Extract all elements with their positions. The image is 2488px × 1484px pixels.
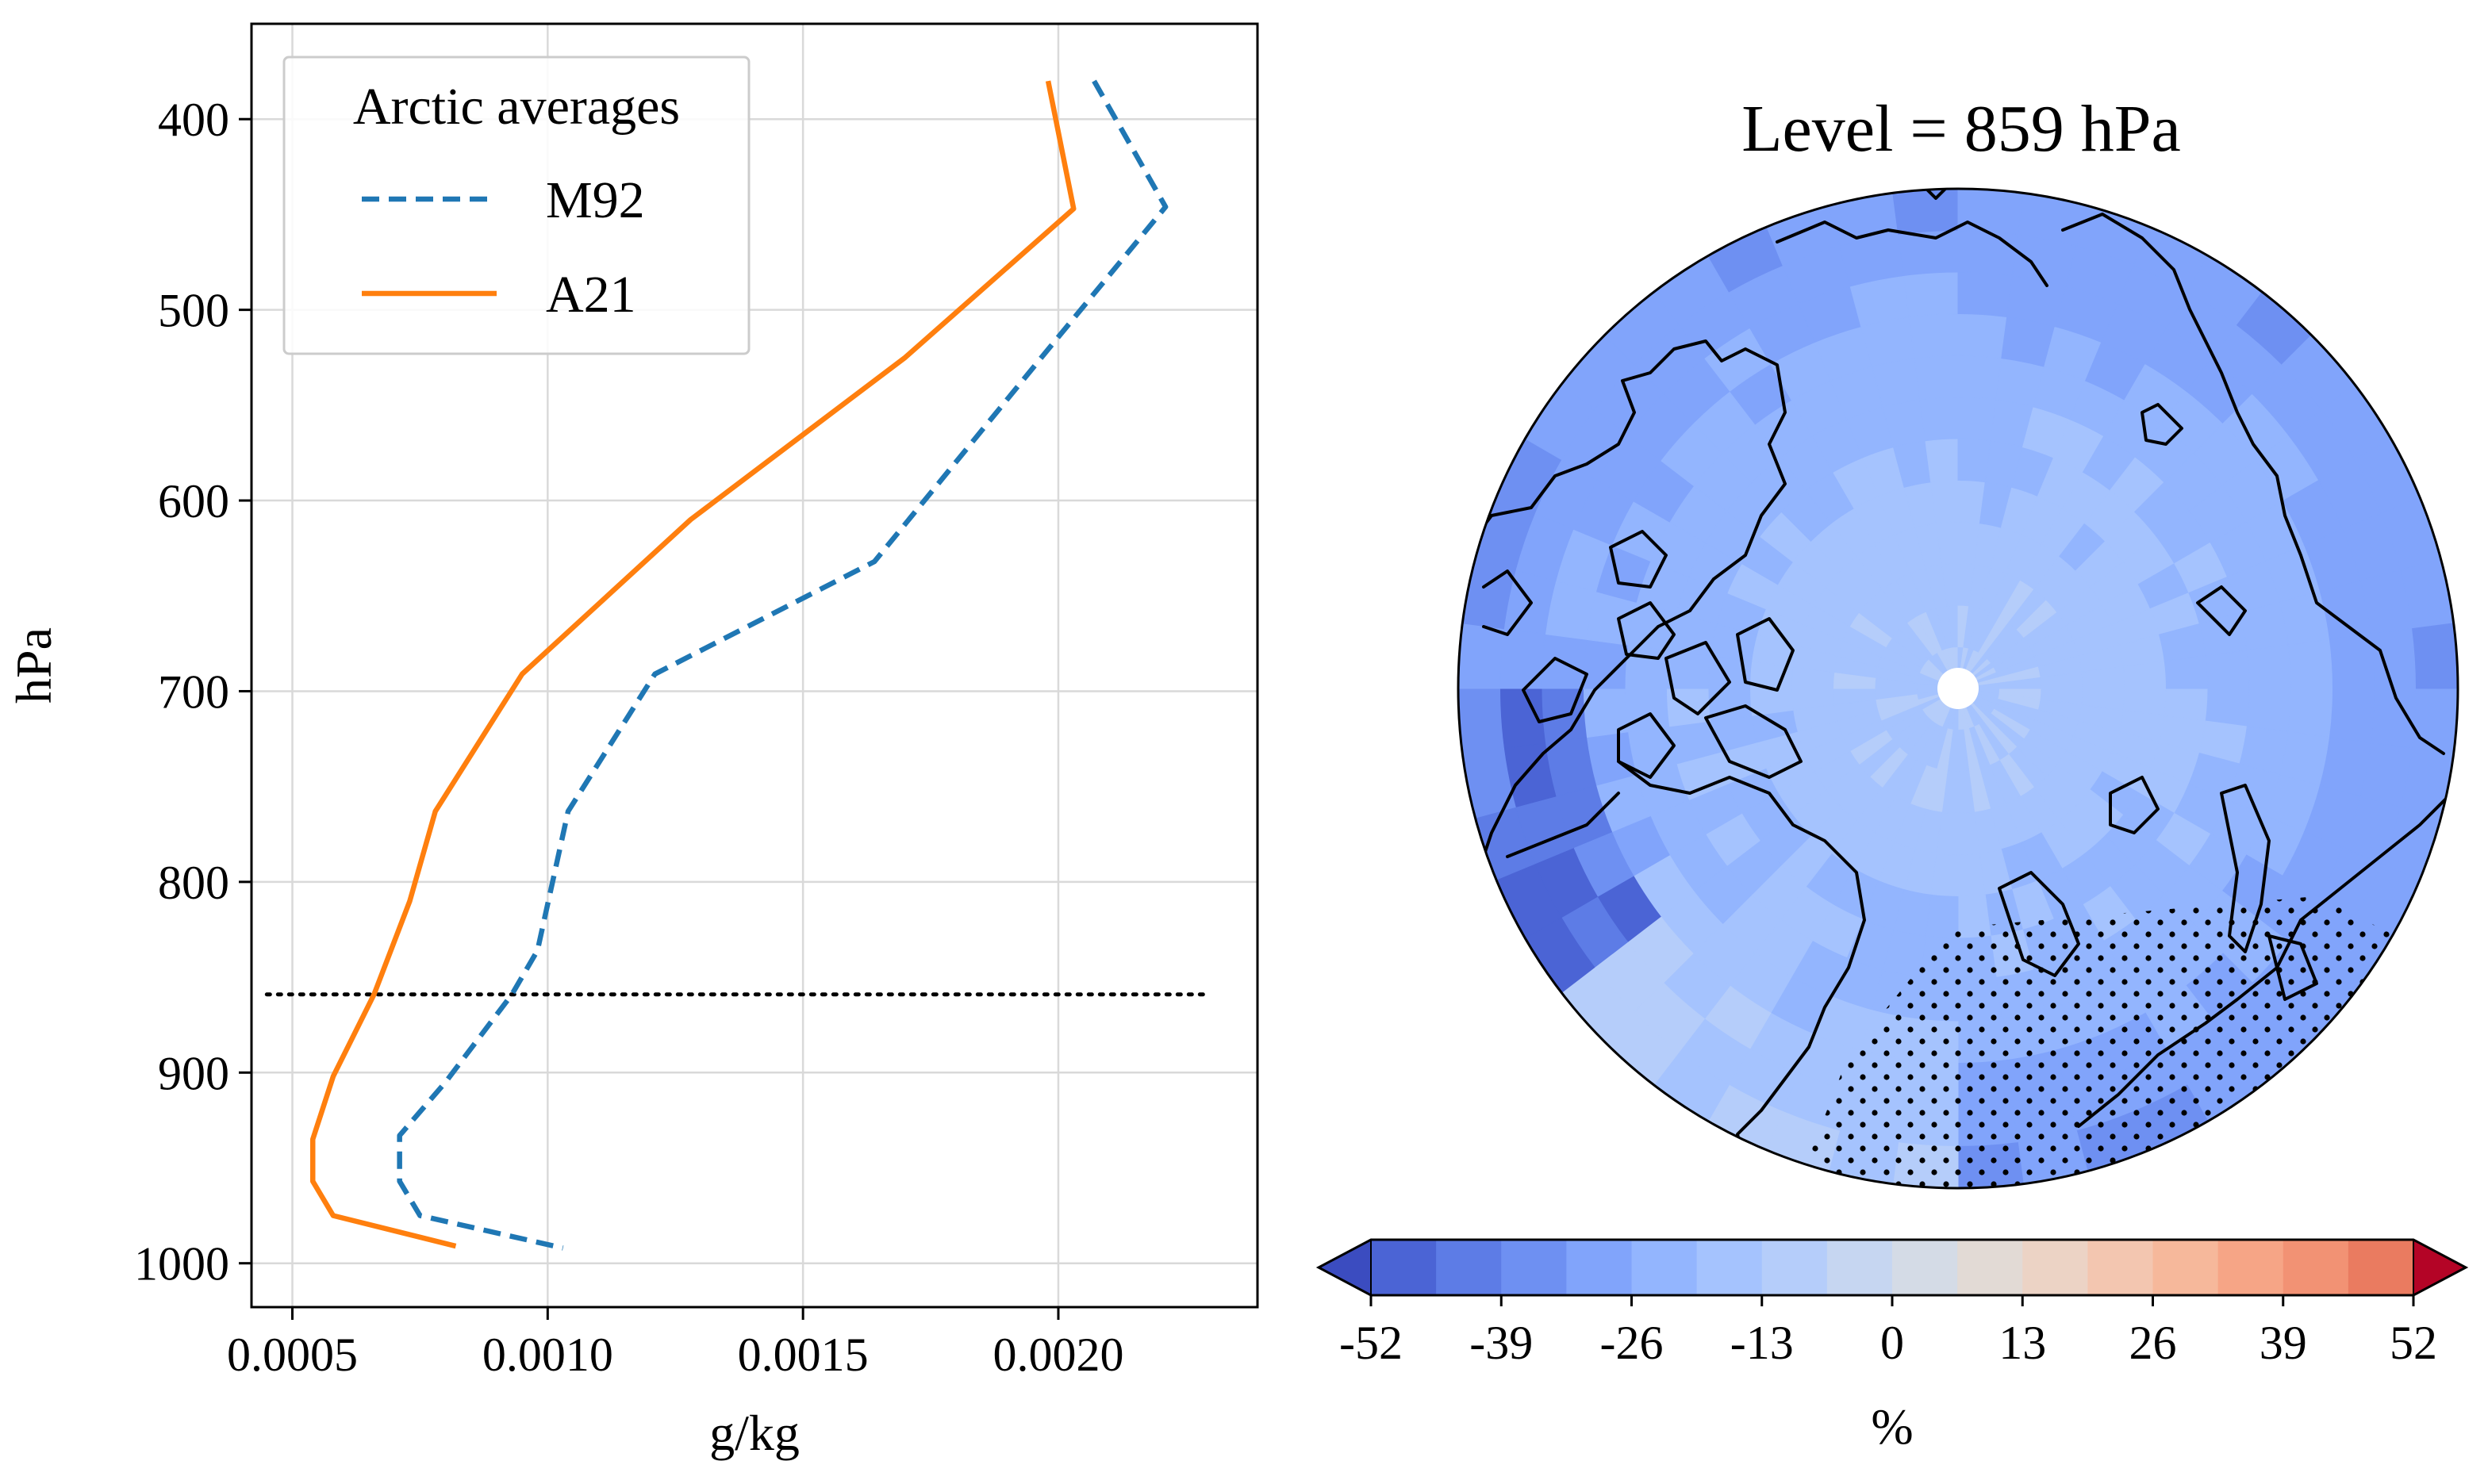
map-cell <box>1957 229 2018 277</box>
y-tick-label: 600 <box>158 475 229 527</box>
map-panel: Level = 859 hPa <box>1315 92 2469 1455</box>
map-cell <box>1892 189 1959 235</box>
map-cell <box>1458 623 1504 689</box>
map-cell <box>1624 688 1670 733</box>
map-cell <box>1908 313 1959 359</box>
y-axis-ticks: 400 500 600 700 800 900 1000 <box>134 94 251 1290</box>
colorbar-tick-label: 26 <box>2129 1317 2177 1369</box>
colorbar-segments <box>1371 1240 2414 1295</box>
y-axis-label: hPa <box>6 627 62 704</box>
colorbar-segment <box>1436 1240 1503 1295</box>
colorbar-segment <box>1892 1240 1958 1295</box>
map-title: Level = 859 hPa <box>1741 92 2181 166</box>
map-cell <box>1499 628 1546 689</box>
map-coastlines <box>1466 189 2453 1168</box>
legend-label-a21: A21 <box>546 266 636 324</box>
colorbar-ticks: -52 -39 -26 -13 0 13 26 39 52 <box>1339 1295 2437 1369</box>
map-pole-marker <box>1937 668 1979 709</box>
legend-box <box>282 56 751 355</box>
x-tick-label: 0.0015 <box>738 1329 869 1381</box>
map-cell <box>2164 655 2209 689</box>
profile-plot-area <box>264 79 1209 1251</box>
colorbar-segment <box>1371 1240 1437 1295</box>
map-cell <box>1458 688 1504 754</box>
colorbar-extend-max <box>2413 1238 2468 1297</box>
map-cell <box>2246 688 2292 733</box>
colorbar-tick-label: -26 <box>1600 1317 1664 1369</box>
map-cell <box>2329 688 2375 744</box>
map-cell <box>1914 355 1959 401</box>
colorbar-tick-label: 0 <box>1880 1317 1904 1369</box>
colorbar-extend-min <box>1316 1238 1372 1297</box>
x-tick-label: 0.0005 <box>227 1329 358 1381</box>
colorbar-segment <box>1631 1240 1698 1295</box>
x-axis-ticks: 0.0005 0.0010 0.0015 0.0020 <box>227 1307 1123 1381</box>
map-cell <box>1957 271 2014 318</box>
map-cell <box>2412 688 2458 754</box>
colorbar-segment <box>1501 1240 1568 1295</box>
map-cell <box>2205 650 2251 689</box>
y-tick-label: 700 <box>158 665 229 718</box>
colorbar-segment <box>1826 1240 1893 1295</box>
colorbar-tick-label: 13 <box>1998 1317 2046 1369</box>
legend-title: Arctic averages <box>353 78 680 136</box>
map-cell <box>2246 644 2292 689</box>
colorbar-segment <box>2087 1240 2154 1295</box>
colorbar-segment <box>2217 1240 2284 1295</box>
map-cell <box>1925 438 1959 483</box>
y-tick-label: 500 <box>158 285 229 337</box>
series-line-m92 <box>397 79 1169 1251</box>
colorbar-segment <box>2022 1240 2089 1295</box>
colorbar-tick-label: 52 <box>2390 1317 2437 1369</box>
legend-label-m92: M92 <box>546 171 645 229</box>
map-cell <box>1957 189 2024 235</box>
map-cell <box>1957 396 1997 442</box>
map-cell <box>1919 396 1959 442</box>
map-cell <box>1957 355 2002 401</box>
map-cell <box>1957 313 2008 359</box>
map-cell <box>2205 688 2251 727</box>
map-cell <box>2287 638 2334 689</box>
colorbar-segment <box>2283 1240 2349 1295</box>
map-cell <box>2412 623 2458 689</box>
x-tick-label: 0.0010 <box>482 1329 613 1381</box>
y-tick-label: 900 <box>158 1047 229 1099</box>
series-line-a21 <box>309 80 1077 1249</box>
colorbar-segment <box>2152 1240 2219 1295</box>
map-cell <box>2370 628 2417 689</box>
legend: Arctic averages M92 A21 <box>282 56 751 355</box>
profile-plot-frame <box>250 22 1259 1309</box>
profile-panel: 0.0005 0.0010 0.0015 0.0020 400 500 600 700 800… <box>6 22 1259 1461</box>
y-tick-label: 800 <box>158 857 229 909</box>
colorbar-label: % <box>1871 1398 1913 1455</box>
colorbar-tick-label: 39 <box>2260 1317 2307 1369</box>
y-tick-label: 400 <box>158 94 229 146</box>
map-globe-outline <box>1457 187 2459 1190</box>
y-tick-label: 1000 <box>134 1238 229 1290</box>
colorbar-tick-label: -52 <box>1339 1317 1403 1369</box>
colorbar-segment <box>2348 1240 2414 1295</box>
colorbar-segment <box>1957 1240 2024 1295</box>
colorbar-segment <box>1696 1240 1763 1295</box>
colorbar-segment <box>1566 1240 1633 1295</box>
x-axis-label: g/kg <box>709 1405 800 1461</box>
map-cell <box>1902 271 1959 318</box>
polar-map <box>1458 189 2458 1188</box>
colorbar-segment <box>1761 1240 1828 1295</box>
colorbar-tick-label: -39 <box>1469 1317 1533 1369</box>
colorbar-tick-label: -13 <box>1730 1317 1794 1369</box>
map-cell <box>2287 688 2334 738</box>
x-tick-label: 0.0020 <box>993 1329 1123 1381</box>
colorbar: -52 -39 -26 -13 0 13 26 39 52 % <box>1315 1238 2469 1455</box>
